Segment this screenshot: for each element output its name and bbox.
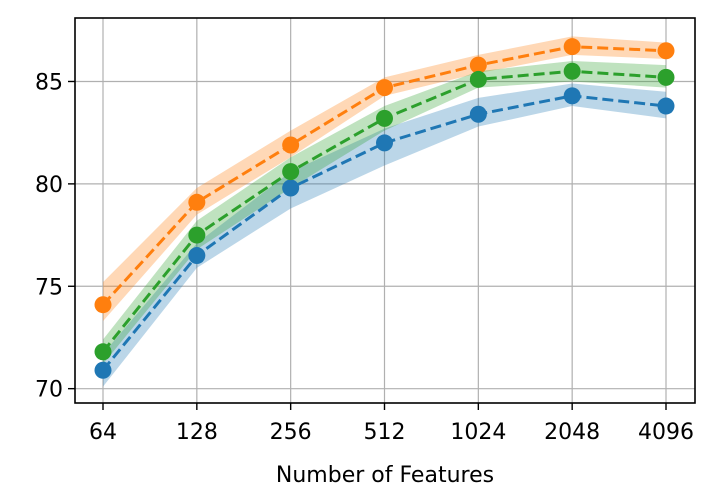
series-markers <box>94 38 675 379</box>
series-2-point <box>376 79 393 97</box>
series-1-point <box>657 97 675 115</box>
series-1-point <box>282 179 300 197</box>
y-tick-label: 85 <box>35 70 63 95</box>
series-3-point <box>469 70 487 88</box>
x-axis-ticks: 64 128 256 512 1024 2048 4096 <box>89 403 694 445</box>
x-tick-label: 512 <box>364 420 406 445</box>
series-2-point <box>94 296 112 314</box>
x-tick-label: 1024 <box>450 420 506 445</box>
x-tick-label: 4096 <box>638 420 694 445</box>
x-tick-label: 2048 <box>544 420 600 445</box>
series-3-point <box>282 163 300 181</box>
y-tick-label: 70 <box>35 378 63 403</box>
x-tick-label: 64 <box>89 420 117 445</box>
series-2-point <box>657 42 675 60</box>
grid-lines <box>75 18 695 403</box>
series-3-point <box>94 343 112 361</box>
y-tick-label: 75 <box>35 275 63 300</box>
series-1-point <box>94 361 112 379</box>
series-1-point <box>469 105 487 123</box>
series-3-point <box>376 109 393 127</box>
series-1-point <box>376 134 393 152</box>
series-2-point <box>282 136 300 154</box>
series-2-point <box>469 56 487 74</box>
y-axis-ticks: 70 75 80 85 <box>35 70 75 403</box>
series-3-point <box>657 68 675 86</box>
series-1-point <box>563 87 581 105</box>
series-3-point <box>563 62 581 80</box>
x-tick-label: 128 <box>176 420 218 445</box>
y-tick-label: 80 <box>35 173 63 198</box>
x-tick-label: 256 <box>270 420 312 445</box>
series-2-point <box>563 38 581 56</box>
x-axis-label: Number of Features <box>276 463 494 488</box>
series-2-point <box>188 193 206 211</box>
series-1-point <box>188 247 206 265</box>
series-3-point <box>188 226 206 244</box>
